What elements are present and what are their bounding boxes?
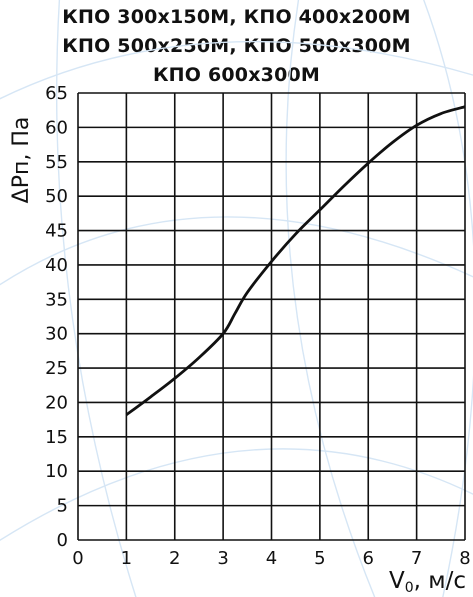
x-axis-label-unit: , м/с xyxy=(414,568,466,594)
background-arc xyxy=(0,40,473,100)
y-tick-label: 5 xyxy=(57,496,68,517)
x-axis-label-main: V xyxy=(389,568,405,594)
background-arc xyxy=(0,448,473,542)
chart-title-line-3: КПО 600x300М xyxy=(152,64,321,86)
y-tick-label: 45 xyxy=(45,221,68,242)
background-arc xyxy=(55,0,137,597)
y-tick-label: 30 xyxy=(45,324,68,345)
pressure-loss-curve xyxy=(125,105,466,416)
y-tick-label: 0 xyxy=(57,530,68,551)
x-tick-label: 0 xyxy=(72,548,83,569)
x-tick-label: 2 xyxy=(169,548,180,569)
x-tick-label: 3 xyxy=(217,548,228,569)
x-axis-label: V0, м/с xyxy=(389,568,466,596)
background-arc xyxy=(0,216,473,286)
series-layer xyxy=(125,105,466,416)
y-tick-label: 55 xyxy=(45,152,68,173)
chart-title-line-1: КПО 300x150М, КПО 400x200М xyxy=(62,6,411,28)
y-tick-label: 25 xyxy=(45,358,68,379)
y-tick-label: 35 xyxy=(45,289,68,310)
x-tick-label: 7 xyxy=(411,548,422,569)
x-tick-label: 4 xyxy=(266,548,277,569)
background-arc xyxy=(285,0,376,597)
grid xyxy=(77,92,466,541)
x-tick-label: 5 xyxy=(314,548,325,569)
background-arc xyxy=(422,0,473,597)
y-tick-label: 50 xyxy=(45,186,68,207)
y-tick-label: 15 xyxy=(45,427,68,448)
y-tick-label: 10 xyxy=(45,461,68,482)
x-tick-label: 6 xyxy=(363,548,374,569)
x-tick-label: 1 xyxy=(121,548,132,569)
x-axis-label-sub: 0 xyxy=(405,580,414,596)
x-tick-label: 8 xyxy=(459,548,470,569)
chart-title-line-2: КПО 500x250М, КПО 500x300М xyxy=(62,35,411,57)
y-tick-label: 20 xyxy=(45,392,68,413)
y-axis-label: ΔPп, Па xyxy=(9,117,34,204)
y-tick-label: 65 xyxy=(45,83,68,104)
y-tick-label: 60 xyxy=(45,117,68,138)
y-tick-label: 40 xyxy=(45,255,68,276)
